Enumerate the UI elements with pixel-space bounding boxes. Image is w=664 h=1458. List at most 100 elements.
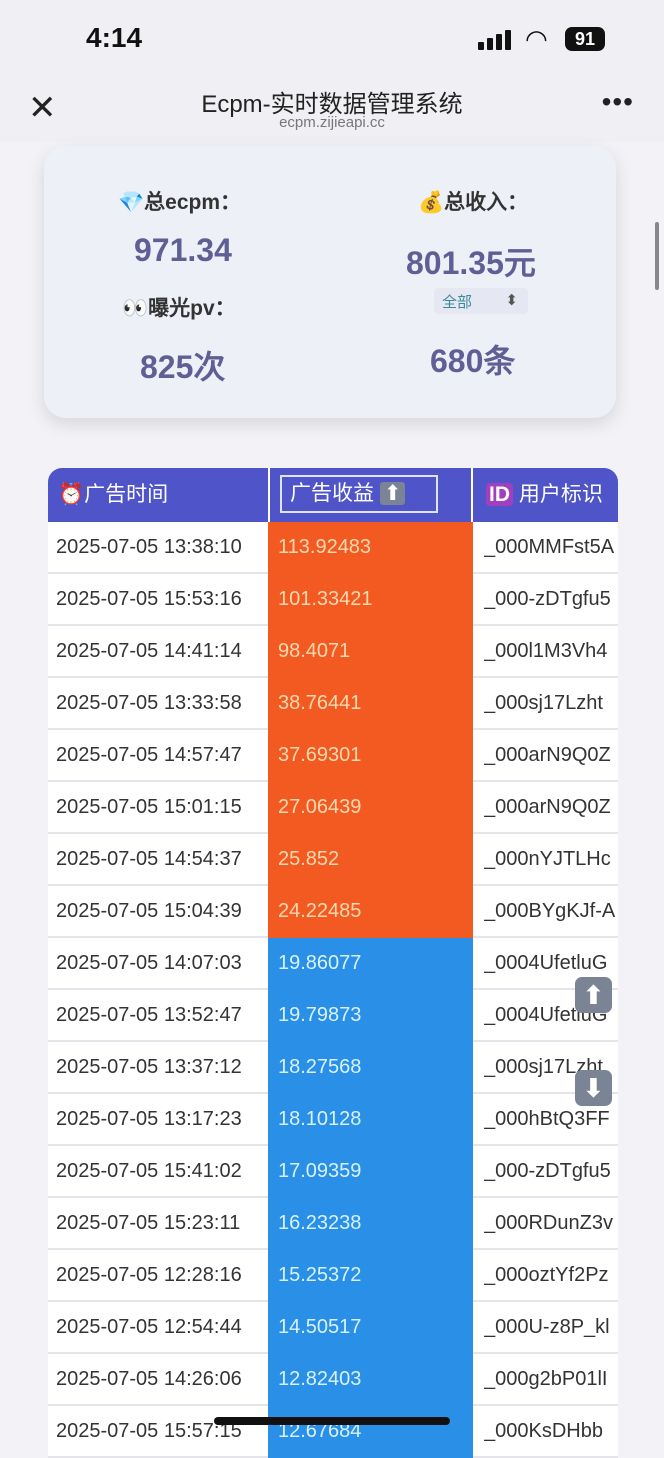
cell-time: 2025-07-05 12:54:44: [56, 1316, 242, 1338]
table-row[interactable]: 2025-07-05 14:57:47 37.69301 _000arN9Q0Z: [48, 730, 618, 782]
cell-revenue: 19.79873: [268, 990, 473, 1042]
cell-time: 2025-07-05 15:53:16: [56, 588, 242, 610]
cell-revenue: 12.82403: [268, 1354, 473, 1406]
cell-revenue: 18.27568: [268, 1042, 473, 1094]
clock: 4:14: [86, 22, 143, 53]
up-arrow-icon: ⬆: [379, 482, 406, 505]
cell-user: _000arN9Q0Z: [484, 744, 611, 766]
cell-time: 2025-07-05 14:41:14: [56, 640, 242, 662]
table-row[interactable]: 2025-07-05 12:28:16 15.25372 _000oztYf2P…: [48, 1250, 618, 1302]
cell-user: _000hBtQ3FF: [484, 1108, 610, 1130]
alarm-clock-icon: ⏰: [58, 483, 85, 506]
cell-time: 2025-07-05 15:23:11: [56, 1212, 241, 1234]
cell-user: _000MMFst5A: [484, 536, 615, 558]
cell-user: _000g2bP01lI: [484, 1368, 608, 1390]
cell-revenue: 38.76441: [268, 678, 473, 730]
filter-value: 全部: [442, 294, 473, 311]
data-table: ⏰广告时间 广告收益 ⬆ ID 用户标识 2025-07-05 13:38:10…: [48, 468, 618, 1458]
cell-time: 2025-07-05 15:04:39: [56, 900, 242, 922]
more-icon[interactable]: •••: [601, 86, 634, 117]
cell-revenue: 19.86077: [268, 938, 473, 990]
header-time[interactable]: ⏰广告时间: [58, 483, 169, 506]
cell-time: 2025-07-05 15:41:02: [56, 1160, 242, 1182]
table-row[interactable]: 2025-07-05 13:33:58 38.76441 _000sj17Lzh…: [48, 678, 618, 730]
cell-user: _000RDunZ3v: [484, 1212, 613, 1234]
pv-value: 825次: [140, 349, 226, 385]
cell-revenue: 14.50517: [268, 1302, 473, 1354]
scroll-bottom-button[interactable]: ⬇: [575, 1070, 612, 1106]
table-row[interactable]: 2025-07-05 14:26:06 12.82403 _000g2bP01l…: [48, 1354, 618, 1406]
table-row[interactable]: 2025-07-05 13:38:10 113.92483 _000MMFst5…: [48, 522, 618, 574]
cell-user: _000KsDHbb: [484, 1420, 603, 1442]
header-revenue[interactable]: 广告收益 ⬆: [268, 468, 473, 522]
diamond-icon: 💎: [118, 191, 145, 214]
income-label: 💰总收入：: [418, 191, 529, 214]
table-row[interactable]: 2025-07-05 15:23:11 16.23238 _000RDunZ3v: [48, 1198, 618, 1250]
cell-user: _000arN9Q0Z: [484, 796, 611, 818]
cell-revenue: 113.92483: [268, 522, 473, 574]
cell-time: 2025-07-05 13:37:12: [56, 1056, 242, 1078]
table-row[interactable]: 2025-07-05 13:52:47 19.79873 _0004Ufetlu…: [48, 990, 618, 1042]
cell-revenue: 37.69301: [268, 730, 473, 782]
page-title: Ecpm-实时数据管理系统: [201, 91, 463, 118]
cell-user: _000l1M3Vh4: [484, 640, 608, 662]
signal-icon: [478, 30, 511, 50]
cell-time: 2025-07-05 13:17:23: [56, 1108, 242, 1130]
cell-user: _000sj17Lzht: [484, 1056, 603, 1078]
table-row[interactable]: 2025-07-05 15:53:16 101.33421 _000-zDTgf…: [48, 574, 618, 626]
table-row[interactable]: 2025-07-05 14:54:37 25.852 _000nYJTLHc: [48, 834, 618, 886]
table-row[interactable]: 2025-07-05 14:41:14 98.4071 _000l1M3Vh4: [48, 626, 618, 678]
table-row[interactable]: 2025-07-05 12:54:44 14.50517 _000U-z8P_k…: [48, 1302, 618, 1354]
table-row[interactable]: 2025-07-05 13:37:12 18.27568 _000sj17Lzh…: [48, 1042, 618, 1094]
id-icon: ID: [486, 483, 513, 506]
cell-time: 2025-07-05 13:33:58: [56, 692, 242, 714]
cell-time: 2025-07-05 15:01:15: [56, 796, 242, 818]
close-icon[interactable]: ✕: [28, 89, 57, 127]
cell-time: 2025-07-05 14:54:37: [56, 848, 242, 870]
cell-user: _000-zDTgfu5: [484, 1160, 611, 1182]
cell-revenue: 101.33421: [268, 574, 473, 626]
income-value: 801.35元: [406, 245, 536, 281]
table-row[interactable]: 2025-07-05 15:04:39 24.22485 _000BYgKJf-…: [48, 886, 618, 938]
scroll-top-button[interactable]: ⬆: [575, 977, 612, 1013]
cell-time: 2025-07-05 15:57:15: [56, 1420, 242, 1442]
cell-time: 2025-07-05 14:57:47: [56, 744, 242, 766]
eyes-icon: 👀: [122, 297, 149, 320]
cell-user: _000sj17Lzht: [484, 692, 603, 714]
cell-revenue: 12.67684: [268, 1406, 473, 1458]
page-url: ecpm.zijieapi.cc: [279, 114, 385, 131]
table-row[interactable]: 2025-07-05 15:01:15 27.06439 _000arN9Q0Z: [48, 782, 618, 834]
cell-time: 2025-07-05 13:52:47: [56, 1004, 242, 1026]
cell-user: _000BYgKJf-A: [484, 900, 616, 922]
battery-icon: 91: [565, 27, 605, 51]
cell-user: _000U-z8P_kl: [484, 1316, 610, 1338]
cell-user: _000oztYf2Pz: [484, 1264, 609, 1286]
header-user[interactable]: ID 用户标识: [486, 468, 603, 522]
cell-user: _0004UfetluG: [484, 952, 608, 974]
cell-time: 2025-07-05 14:26:06: [56, 1368, 242, 1390]
cell-user: _000-zDTgfu5: [484, 588, 611, 610]
pv-label: 👀曝光pv：: [122, 297, 236, 320]
cell-time: 2025-07-05 13:38:10: [56, 536, 242, 558]
table-row[interactable]: 2025-07-05 15:57:15 12.67684 _000KsDHbb: [48, 1406, 618, 1458]
count-value: 680条: [430, 343, 516, 379]
wifi-icon: ◠: [525, 24, 548, 54]
summary-card: 💎总ecpm： 971.34 💰总收入： 801.35元 👀曝光pv： 825次…: [44, 146, 616, 418]
table-row[interactable]: 2025-07-05 15:41:02 17.09359 _000-zDTgfu…: [48, 1146, 618, 1198]
scrollbar[interactable]: [655, 222, 659, 290]
cell-user: _000nYJTLHc: [484, 848, 611, 870]
status-bar: 4:14 ◠ 91: [0, 0, 664, 80]
cell-revenue: 27.06439: [268, 782, 473, 834]
ecpm-label: 💎总ecpm：: [118, 191, 242, 214]
cell-revenue: 15.25372: [268, 1250, 473, 1302]
money-bag-icon: 💰: [418, 191, 445, 214]
cell-revenue: 24.22485: [268, 886, 473, 938]
nav-bar: ✕ Ecpm-实时数据管理系统 ecpm.zijieapi.cc •••: [0, 80, 664, 142]
table-row[interactable]: 2025-07-05 14:07:03 19.86077 _0004Ufetlu…: [48, 938, 618, 990]
cell-revenue: 16.23238: [268, 1198, 473, 1250]
cell-revenue: 18.10128: [268, 1094, 473, 1146]
cell-time: 2025-07-05 12:28:16: [56, 1264, 242, 1286]
cell-revenue: 25.852: [268, 834, 473, 886]
table-row[interactable]: 2025-07-05 13:17:23 18.10128 _000hBtQ3FF: [48, 1094, 618, 1146]
filter-select[interactable]: 全部 ⬍: [434, 288, 528, 314]
